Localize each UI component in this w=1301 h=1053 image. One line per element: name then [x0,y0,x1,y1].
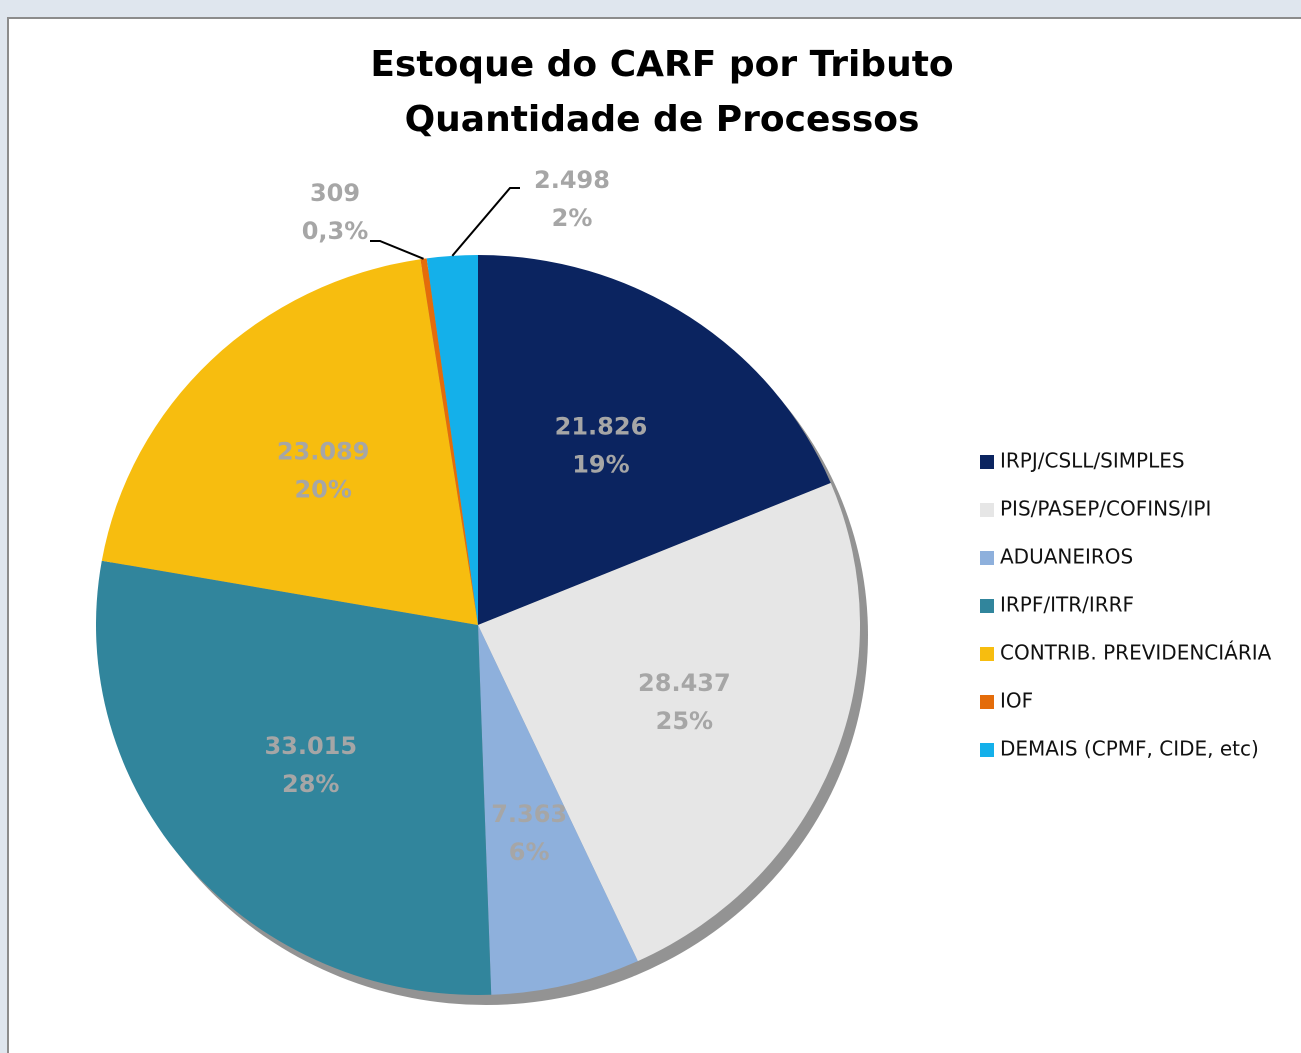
percent-label: 25% [656,707,713,735]
legend-label: IRPF/ITR/IRRF [1000,593,1134,617]
pie-slice [478,255,831,625]
percent-label: 28% [282,770,339,798]
legend-swatch [980,743,994,757]
percent-label: 2% [552,204,593,232]
value-label: 2.498 [534,166,610,194]
percent-label: 19% [572,450,629,478]
pie-slice [478,625,638,995]
pie-slice [478,482,861,962]
value-label: 21.826 [555,412,648,440]
pie-slice [426,255,478,625]
legend-swatch [980,551,994,565]
value-label: 33.015 [264,732,357,760]
legend-swatch [980,695,994,709]
percent-label: 20% [294,476,351,504]
chart-title: Estoque do CARF por Tributo [370,44,953,85]
percent-label: 6% [509,838,550,866]
value-label: 309 [310,179,360,207]
legend-swatch [980,455,994,469]
legend-swatch [980,599,994,613]
legend-label: DEMAIS (CPMF, CIDE, etc) [1000,737,1259,761]
legend-label: ADUANEIROS [1000,545,1133,569]
legend-label: IRPJ/CSLL/SIMPLES [1000,449,1185,473]
percent-label: 0,3% [302,217,369,245]
pie-slice [420,258,478,625]
leader-line [370,240,424,260]
value-label: 28.437 [638,669,731,697]
pie-slice [96,560,492,995]
legend-label: PIS/PASEP/COFINS/IPI [1000,497,1211,521]
legend-swatch [980,647,994,661]
legend-label: IOF [1000,689,1033,713]
leader-line [451,187,520,257]
chart-subtitle: Quantidade de Processos [405,99,920,140]
value-label: 7.363 [491,800,567,828]
legend-swatch [980,503,994,517]
pie-slice [101,259,479,625]
legend-label: CONTRIB. PREVIDENCIÁRIA [1000,641,1272,665]
value-label: 23.089 [277,438,370,466]
